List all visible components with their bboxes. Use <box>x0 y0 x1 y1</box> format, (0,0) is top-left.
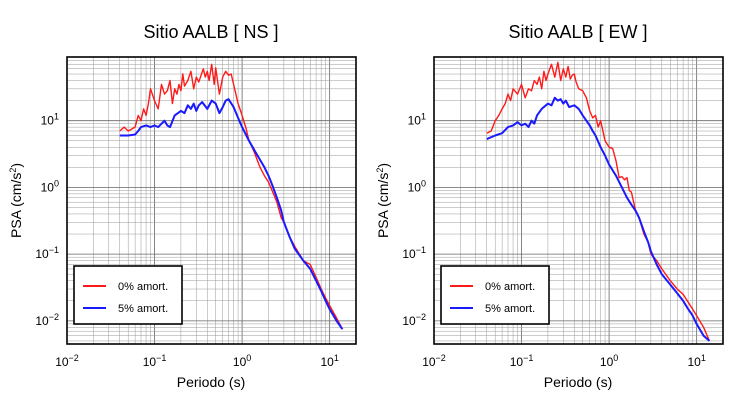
legend-label: 5% amort. <box>118 303 168 315</box>
plot-frame <box>433 56 724 345</box>
y-tick-label: 100 <box>408 178 426 194</box>
series-line-damp0 <box>119 63 344 330</box>
chart-title: Sitio AALB [ EW ] <box>508 22 647 42</box>
x-axis-label: Periodo (s) <box>177 374 245 390</box>
legend: 0% amort. 5% amort. <box>440 265 550 325</box>
chart-panel-ns: 10−2 10−1 100 101 10−2 10−1 100 101 Sitio AALB [… <box>8 22 357 390</box>
x-tick-label: 10−1 <box>143 353 167 369</box>
x-tick-label: 100 <box>233 353 251 369</box>
legend-label: 5% amort. <box>485 303 535 315</box>
legend-box <box>73 265 183 325</box>
y-tick-label: 101 <box>408 112 426 128</box>
x-tick-label: 100 <box>600 353 618 369</box>
y-tick-label: 10−1 <box>402 245 426 261</box>
grid <box>433 56 724 344</box>
y-tick-label: 10−2 <box>35 312 59 328</box>
grid <box>66 56 357 344</box>
legend-label: 0% amort. <box>118 281 168 293</box>
y-tick-label: 101 <box>41 112 59 128</box>
series-line-damp5 <box>119 98 344 330</box>
legend: 0% amort. 5% amort. <box>73 265 183 325</box>
legend-label: 0% amort. <box>485 281 535 293</box>
x-tick-label: 10−2 <box>55 353 79 369</box>
chart-title: Sitio AALB [ NS ] <box>143 22 278 42</box>
y-tick-label: 100 <box>41 178 59 194</box>
y-axis-label: PSA (cm/s2) <box>8 163 24 238</box>
y-tick-label: 10−1 <box>35 245 59 261</box>
x-axis-label: Periodo (s) <box>544 374 612 390</box>
legend-box <box>440 265 550 325</box>
plot-frame <box>66 56 357 345</box>
y-axis-label: PSA (cm/s2) <box>375 163 391 238</box>
y-tick-label: 10−2 <box>402 312 426 328</box>
x-tick-label: 101 <box>687 353 705 369</box>
series-line-damp5 <box>486 96 711 342</box>
x-tick-label: 101 <box>320 353 338 369</box>
x-tick-label: 10−2 <box>422 353 446 369</box>
chart-panel-ew: 10−2 10−1 100 101 10−2 10−1 100 101 Sitio AALB [… <box>375 22 724 390</box>
x-tick-label: 10−1 <box>510 353 534 369</box>
